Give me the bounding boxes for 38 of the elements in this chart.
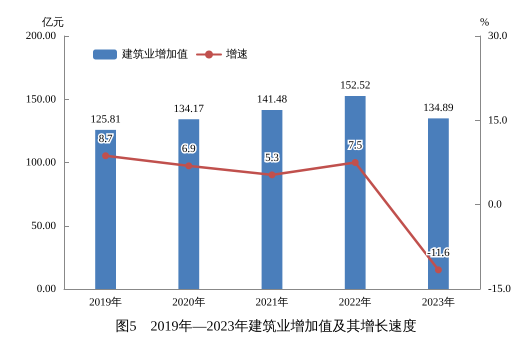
y-tick-label: 50.00: [31, 220, 56, 232]
x-tick-label: 2020年: [172, 296, 206, 308]
data-label: 7.5: [348, 140, 363, 152]
y-tick-label: 150.00: [26, 93, 56, 106]
y-tick-label: 200.00: [26, 30, 56, 42]
y2-tick-label: 30.0: [488, 30, 508, 42]
x-tick-label: 2022年: [338, 296, 372, 308]
point: [185, 162, 192, 170]
x-tick-label: 2019年: [89, 296, 122, 308]
y2-tick-label: 0.0: [488, 198, 502, 211]
point: [102, 152, 110, 160]
y2-tick-label: 15.0: [488, 114, 508, 126]
x-tick-label: 2021年: [256, 296, 288, 308]
data-label: 8.7: [98, 132, 113, 145]
y-axis-title: 亿元: [41, 16, 64, 28]
y-tick-label: 100.00: [26, 156, 56, 168]
y2-axis-title: %: [480, 16, 490, 28]
x-tick-label: 2023年: [422, 296, 455, 308]
data-label: 125.81: [90, 113, 121, 126]
point: [268, 171, 276, 178]
data-label: 5.3: [265, 152, 280, 164]
data-label: 141.48: [256, 94, 288, 106]
text: 图5 2019年—2023年建筑业增加值及其增长速度: [116, 318, 416, 334]
bar: [95, 130, 116, 289]
bar: [262, 110, 282, 289]
legend-label: 建筑业增加值: [121, 48, 188, 60]
data-label: 6.9: [182, 142, 196, 155]
bar: [428, 118, 449, 289]
legend-label: 增速: [225, 48, 248, 60]
bar: [178, 119, 200, 289]
y-tick-label: 0.00: [36, 283, 56, 295]
y2-tick-label: -15.0: [488, 283, 512, 295]
bar: [344, 96, 366, 289]
data-label: 134.17: [174, 102, 204, 115]
data-label: 152.52: [340, 80, 370, 92]
point: [352, 159, 359, 166]
data-label: 134.89: [423, 102, 454, 114]
point: [434, 266, 442, 274]
